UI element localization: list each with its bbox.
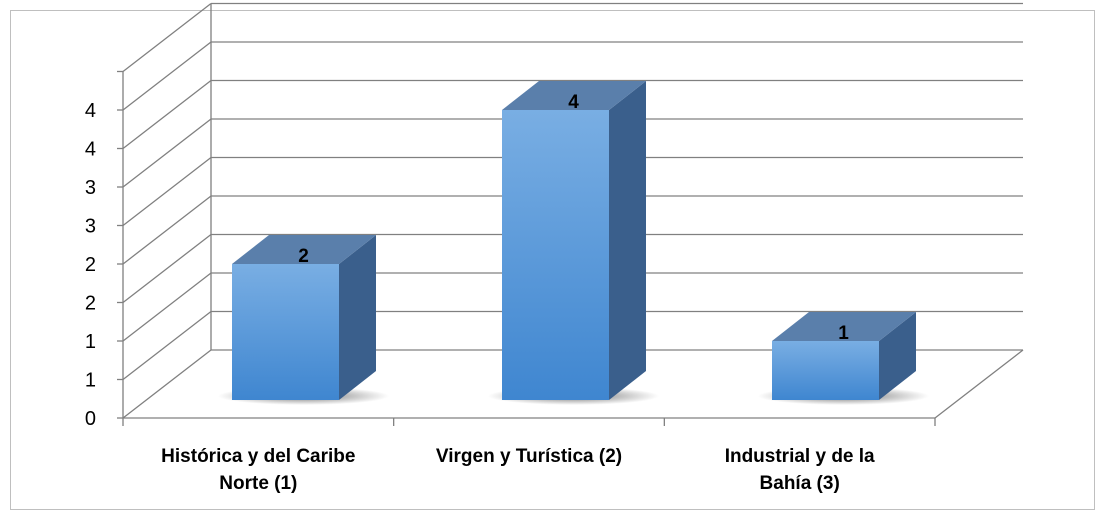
data-label: 2 (298, 246, 309, 267)
y-tick-label: 2 (85, 293, 96, 315)
side-wall-gridline (122, 349, 212, 419)
data-label: 1 (838, 323, 849, 344)
side-wall-gridline (122, 41, 212, 111)
bar-side-face (879, 312, 916, 400)
bar-side-face (339, 235, 376, 400)
y-tick-label: 4 (85, 100, 96, 122)
side-wall-gridline (122, 2, 212, 73)
side-wall-gridline (122, 233, 212, 304)
bar-front-face (232, 264, 339, 400)
y-tick-label: 0 (85, 408, 96, 430)
bar-side-face (609, 81, 646, 400)
y-tick-label: 3 (85, 216, 96, 238)
bar-top-face (772, 312, 916, 341)
side-wall-gridline (122, 310, 212, 381)
side-wall-gridline (122, 272, 212, 342)
side-wall-gridline (122, 118, 212, 188)
data-label: 4 (568, 92, 579, 113)
bars: 2 4 1 (217, 81, 930, 405)
x-axis-category-labels: Histórica y del Caribe Norte (1) Virgen y … (161, 446, 875, 494)
y-tick-label: 1 (85, 370, 96, 392)
y-tick-label: 1 (85, 331, 96, 353)
bar-top-face (232, 235, 376, 264)
bar-3: 1 (757, 312, 930, 405)
side-wall-gridline (122, 195, 212, 265)
y-tick-label: 4 (85, 139, 96, 161)
y-axis-tick-labels: 0 1 1 2 2 3 3 4 4 (85, 100, 96, 430)
x-category-label: Industrial y de la Bahía (3) (725, 446, 875, 494)
bar-front-face (772, 341, 879, 400)
bar-1: 2 (217, 235, 390, 405)
y-tick-label: 2 (85, 254, 96, 276)
x-category-label: Virgen y Turística (2) (436, 446, 622, 467)
x-category-label: Histórica y del Caribe Norte (1) (161, 446, 355, 494)
side-wall-gridline (122, 156, 212, 227)
floor-right-edge (934, 349, 1024, 419)
side-wall-gridline (122, 79, 212, 150)
y-tick-label: 3 (85, 177, 96, 199)
bar-top-face (502, 81, 646, 110)
bar-2: 4 (487, 81, 660, 405)
bar-front-face (502, 110, 609, 400)
